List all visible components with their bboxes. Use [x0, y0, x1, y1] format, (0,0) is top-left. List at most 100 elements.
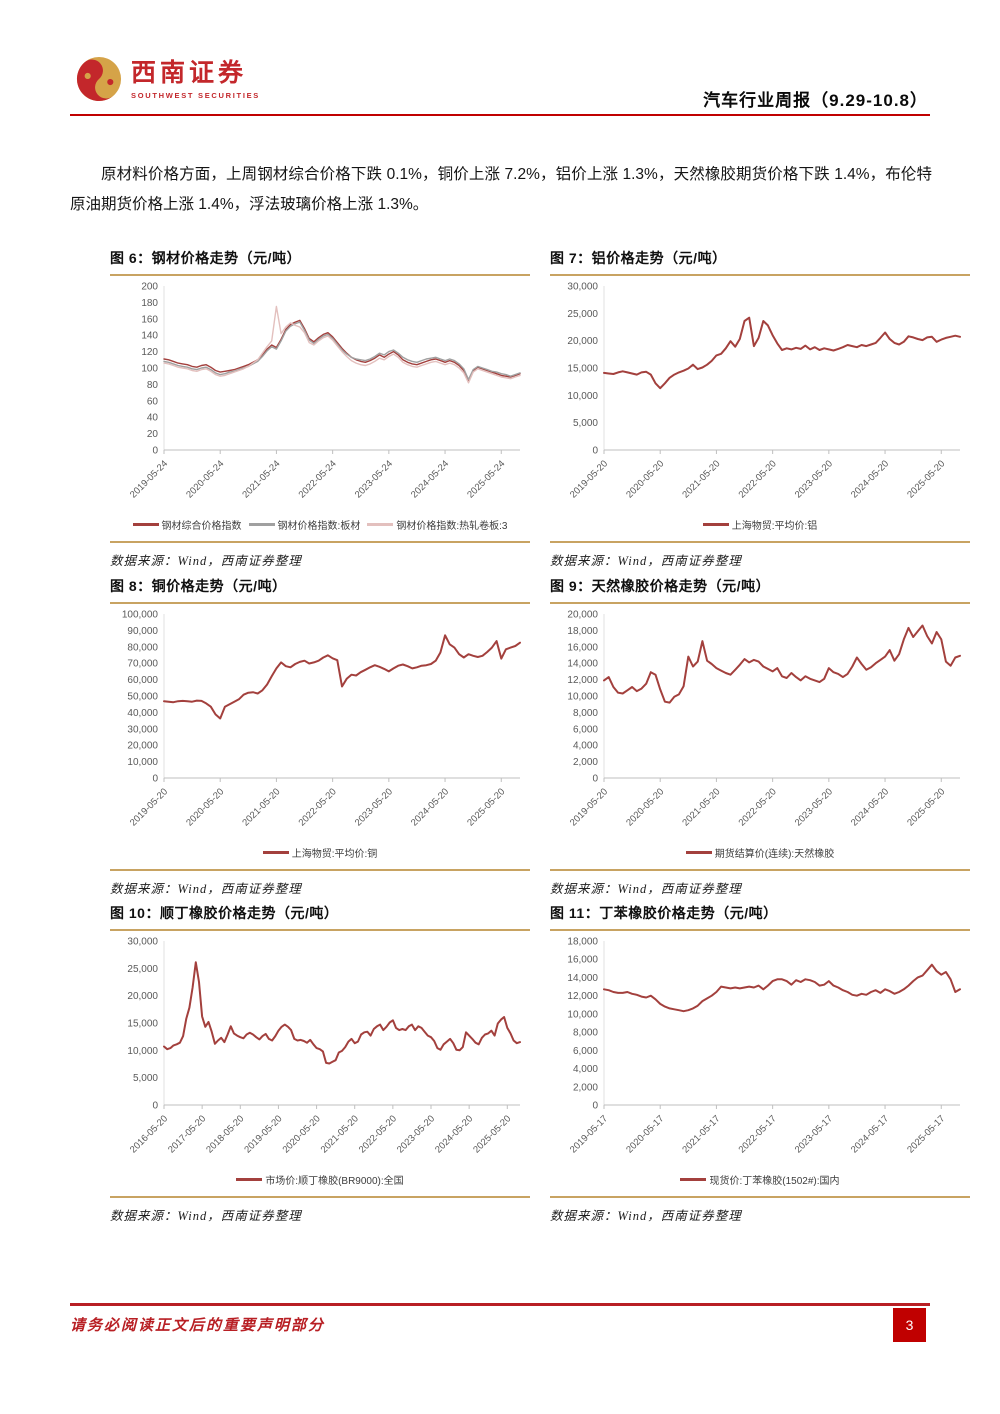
svg-text:18,000: 18,000: [567, 937, 598, 948]
svg-text:20,000: 20,000: [127, 991, 158, 1002]
legend-swatch: [367, 523, 394, 526]
svg-text:2020-05-20: 2020-05-20: [184, 786, 226, 828]
svg-text:2024-05-24: 2024-05-24: [409, 458, 451, 500]
legend-label: 市场价:顺丁橡胶(BR9000):全国: [265, 1176, 404, 1187]
svg-text:40,000: 40,000: [127, 708, 158, 719]
svg-text:2023-05-20: 2023-05-20: [395, 1113, 437, 1155]
legend-label: 期货结算价(连续):天然橡胶: [714, 849, 835, 860]
svg-text:100,000: 100,000: [122, 610, 159, 621]
chart-canvas: 0 20 40 60 80 100 120 140 160 180 200 2019-05-24 202…: [110, 278, 530, 521]
chart-canvas: 0 2,000 4,000 6,000 8,000 10,000 12,000 14,000 1…: [550, 933, 970, 1176]
svg-text:2025-05-20: 2025-05-20: [465, 786, 507, 828]
chart-legend: 市场价:顺丁橡胶(BR9000):全国: [110, 1172, 530, 1187]
svg-text:40: 40: [147, 413, 159, 424]
svg-text:180: 180: [141, 298, 158, 309]
svg-text:2024-05-20: 2024-05-20: [409, 786, 451, 828]
source-note: 数据来源：Wind，西南证券整理: [550, 553, 742, 568]
svg-text:6,000: 6,000: [573, 1046, 598, 1057]
svg-text:4,000: 4,000: [573, 741, 598, 752]
chart-legend: 上海物贸:平均价:铜: [110, 845, 530, 860]
logo-icon: [76, 56, 122, 102]
chart-cell-fig6: 图 6：钢材价格走势（元/吨） 0 20 40 60 80 100 120 140 160 180…: [110, 248, 530, 569]
source-rule: [110, 869, 530, 871]
svg-text:8,000: 8,000: [573, 1028, 598, 1039]
svg-text:90,000: 90,000: [127, 626, 158, 637]
source-note: 数据来源：Wind，西南证券整理: [550, 1208, 742, 1223]
page-number-badge: 3: [893, 1308, 926, 1342]
svg-text:2024-05-20: 2024-05-20: [849, 458, 891, 500]
svg-text:20: 20: [147, 429, 159, 440]
chart-legend: 期货结算价(连续):天然橡胶: [550, 845, 970, 860]
svg-text:10,000: 10,000: [567, 391, 598, 402]
source-note: 数据来源：Wind，西南证券整理: [110, 881, 302, 896]
source-rule: [550, 1196, 970, 1198]
svg-text:20,000: 20,000: [127, 741, 158, 752]
svg-text:6,000: 6,000: [573, 724, 598, 735]
svg-text:2021-05-24: 2021-05-24: [240, 458, 282, 500]
svg-text:2025-05-20: 2025-05-20: [471, 1113, 513, 1155]
svg-text:140: 140: [141, 331, 158, 342]
source-rule: [550, 869, 970, 871]
chart-canvas: 0 10,000 20,000 30,000 40,000 50,000 60,000 70,…: [110, 606, 530, 849]
svg-text:10,000: 10,000: [567, 692, 598, 703]
svg-text:2018-05-20: 2018-05-20: [204, 1113, 246, 1155]
chart-title: 图 11：丁苯橡胶价格走势（元/吨）: [550, 905, 778, 921]
svg-text:14,000: 14,000: [567, 659, 598, 670]
svg-text:30,000: 30,000: [127, 937, 158, 948]
chart-cell-fig10: 图 10：顺丁橡胶价格走势（元/吨） 0 5,000 10,000 15,000 20,…: [110, 903, 530, 1224]
legend-label: 上海物贸:平均价:铜: [291, 849, 378, 860]
svg-text:2020-05-24: 2020-05-24: [184, 458, 226, 500]
svg-text:10,000: 10,000: [127, 1046, 158, 1057]
svg-text:2025-05-17: 2025-05-17: [905, 1113, 947, 1155]
svg-text:20,000: 20,000: [567, 336, 598, 347]
svg-text:60,000: 60,000: [127, 675, 158, 686]
svg-text:20,000: 20,000: [567, 610, 598, 621]
svg-text:2023-05-20: 2023-05-20: [353, 786, 395, 828]
svg-text:2023-05-20: 2023-05-20: [793, 786, 835, 828]
svg-text:14,000: 14,000: [567, 973, 598, 984]
svg-text:2019-05-20: 2019-05-20: [568, 786, 610, 828]
chart-cell-fig11: 图 11：丁苯橡胶价格走势（元/吨） 0 2,000 4,000 6,000 8,000…: [550, 903, 970, 1224]
svg-text:80: 80: [147, 380, 159, 391]
header-rule: [70, 114, 930, 116]
chart-title: 图 6：钢材价格走势（元/吨）: [110, 250, 302, 266]
svg-text:50,000: 50,000: [127, 692, 158, 703]
svg-text:16,000: 16,000: [567, 642, 598, 653]
svg-text:2017-05-20: 2017-05-20: [166, 1113, 208, 1155]
legend-swatch: [262, 851, 289, 854]
svg-text:10,000: 10,000: [127, 757, 158, 768]
svg-text:2021-05-17: 2021-05-17: [680, 1113, 722, 1155]
legend-swatch: [132, 523, 159, 526]
footer-disclaimer: 请务必阅读正文后的重要声明部分: [70, 1318, 326, 1334]
svg-text:2025-05-24: 2025-05-24: [465, 458, 507, 500]
svg-text:2020-05-20: 2020-05-20: [624, 786, 666, 828]
svg-text:2020-05-17: 2020-05-17: [624, 1113, 666, 1155]
svg-text:2019-05-17: 2019-05-17: [568, 1113, 610, 1155]
legend-swatch: [702, 523, 729, 526]
svg-text:0: 0: [152, 446, 158, 457]
footer-rule: [70, 1303, 930, 1306]
chart-canvas: 0 2,000 4,000 6,000 8,000 10,000 12,000 14,000 1…: [550, 606, 970, 849]
intro-paragraph: 原材料价格方面，上周钢材综合价格下跌 0.1%，铜价上涨 7.2%，铝价上涨 1…: [70, 166, 932, 214]
svg-text:80,000: 80,000: [127, 642, 158, 653]
chart-legend: 钢材综合价格指数 钢材价格指数:板材 钢材价格指数:热轧卷板:3: [110, 517, 530, 532]
svg-text:200: 200: [141, 282, 158, 293]
svg-text:12,000: 12,000: [567, 991, 598, 1002]
chart-title: 图 7：铝价格走势（元/吨）: [550, 250, 727, 266]
svg-text:2023-05-17: 2023-05-17: [793, 1113, 835, 1155]
svg-text:16,000: 16,000: [567, 955, 598, 966]
svg-text:70,000: 70,000: [127, 659, 158, 670]
legend-item: 现货价:丁苯橡胶(1502#):国内: [680, 1172, 840, 1187]
svg-text:10,000: 10,000: [567, 1009, 598, 1020]
svg-text:2024-05-20: 2024-05-20: [849, 786, 891, 828]
title-rule: [110, 274, 530, 276]
svg-text:2022-05-20: 2022-05-20: [737, 458, 779, 500]
chart-cell-fig9: 图 9：天然橡胶价格走势（元/吨） 0 2,000 4,000 6,000 8,000 1…: [550, 576, 970, 897]
svg-text:18,000: 18,000: [567, 626, 598, 637]
chart-title: 图 9：天然橡胶价格走势（元/吨）: [550, 578, 771, 594]
legend-item: 上海物贸:平均价:铜: [262, 845, 378, 860]
svg-text:2021-05-20: 2021-05-20: [680, 458, 722, 500]
source-rule: [110, 541, 530, 543]
svg-text:30,000: 30,000: [567, 282, 598, 293]
